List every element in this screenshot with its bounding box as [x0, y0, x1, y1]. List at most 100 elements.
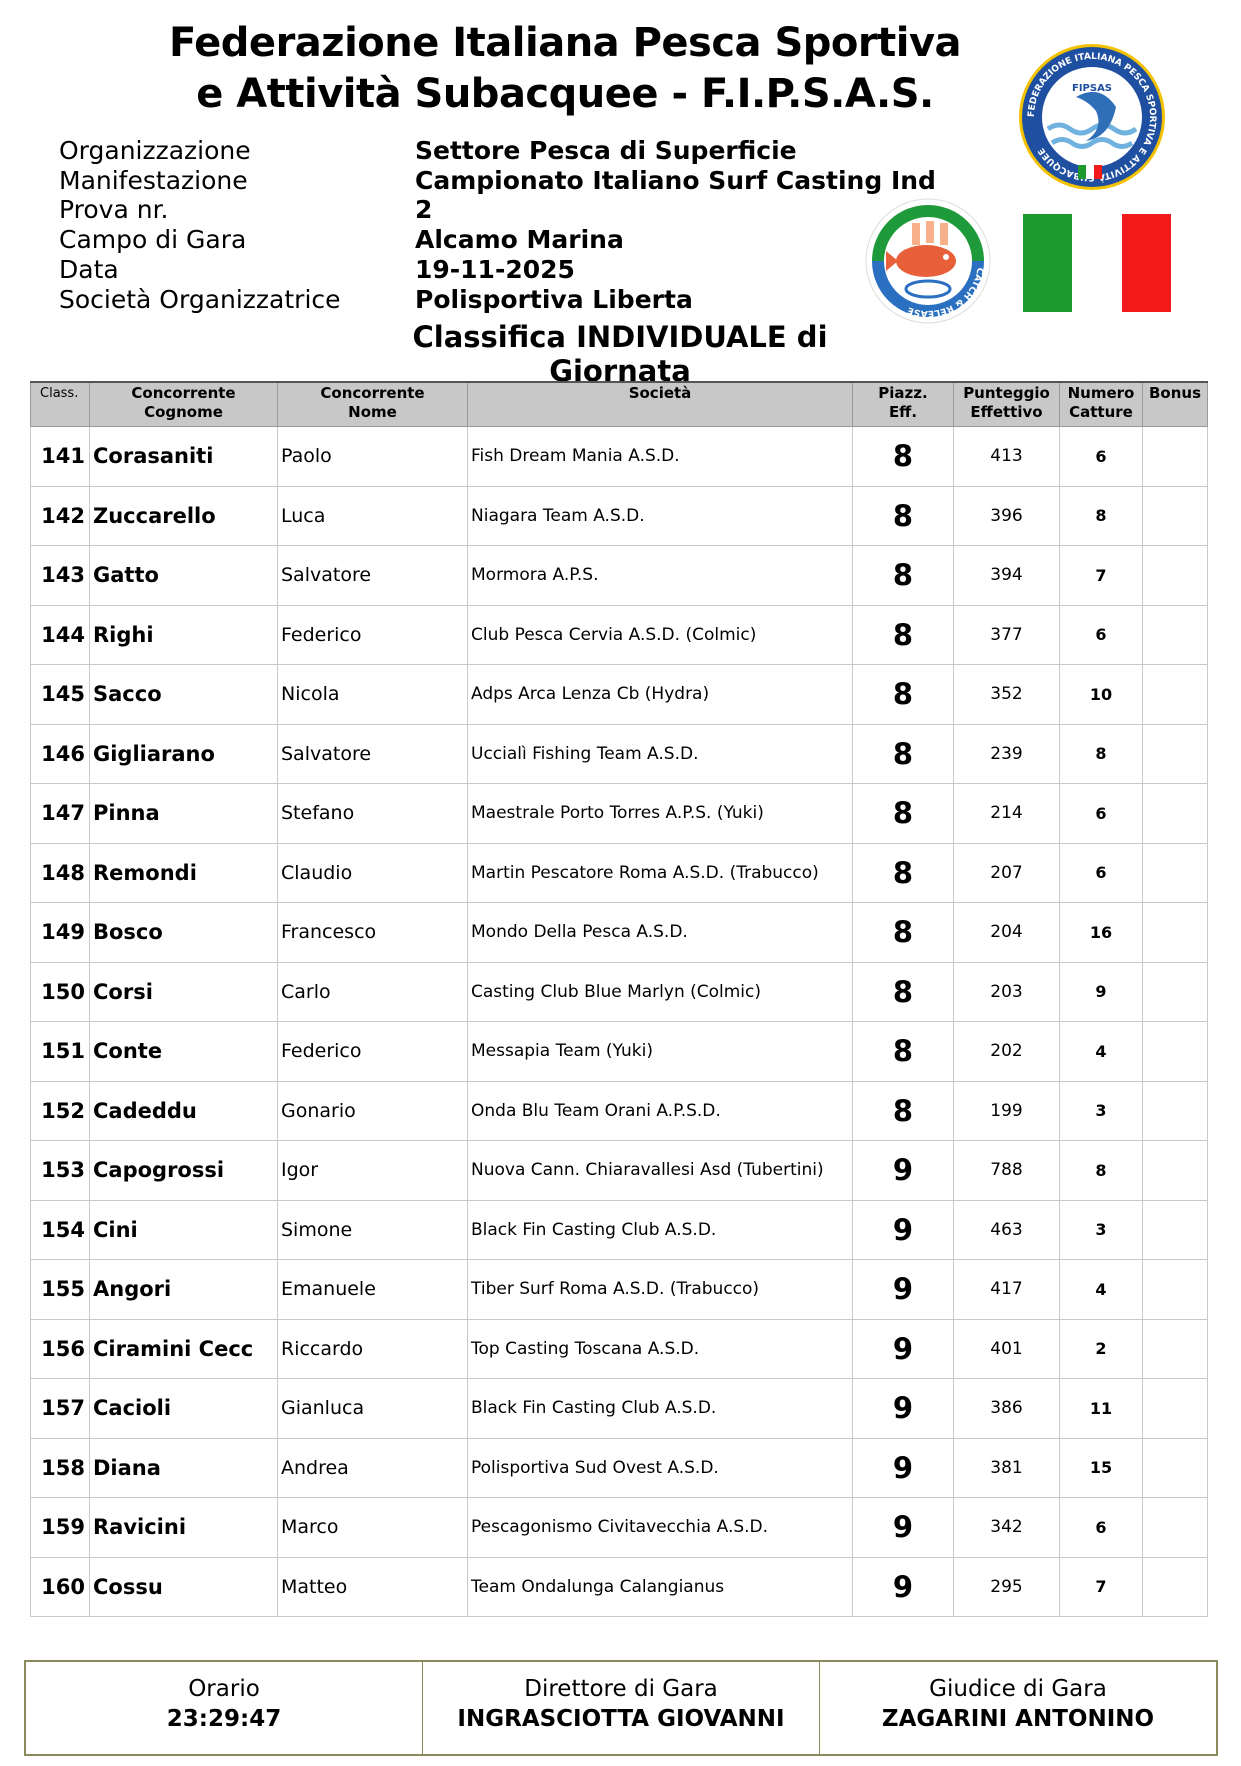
cell-bonus — [1142, 1497, 1208, 1558]
cell-cognome: Corsi — [89, 961, 278, 1022]
cell-punteggio: 207 — [953, 842, 1060, 903]
cell-bonus — [1142, 426, 1208, 487]
cell-nome: Carlo — [277, 961, 468, 1022]
cell-cognome: Ciramini Cecc — [89, 1318, 278, 1379]
cell-bonus — [1142, 723, 1208, 784]
cell-class: 141 — [30, 426, 90, 487]
cell-class: 151 — [30, 1021, 90, 1082]
cell-piazz: 9 — [852, 1140, 954, 1201]
cell-societa: Maestrale Porto Torres A.P.S. (Yuki) — [467, 783, 853, 844]
cell-nome: Claudio — [277, 842, 468, 903]
title-line-2: e Attività Subacquee - F.I.P.S.A.S. — [196, 71, 934, 117]
info-value-prova: 2 — [415, 195, 433, 224]
cell-societa: Fish Dream Mania A.S.D. — [467, 426, 853, 487]
cell-nome: Riccardo — [277, 1318, 468, 1379]
cell-class: 152 — [30, 1080, 90, 1141]
cell-societa: Black Fin Casting Club A.S.D. — [467, 1199, 853, 1260]
cell-bonus — [1142, 1318, 1208, 1379]
cell-nome: Salvatore — [277, 545, 468, 606]
cell-catture: 4 — [1059, 1021, 1143, 1082]
cell-bonus — [1142, 1199, 1208, 1260]
table-row: 146 Gigliarano Salvatore Uccialì Fishing Te… — [30, 723, 1208, 784]
cell-piazz: 8 — [852, 485, 954, 546]
cell-catture: 6 — [1059, 842, 1143, 903]
cell-societa: Club Pesca Cervia A.S.D. (Colmic) — [467, 604, 853, 665]
cell-cognome: Cini — [89, 1199, 278, 1260]
catch-release-logo: CATCH & RELEASE — [865, 198, 991, 324]
cell-cognome: Angori — [89, 1259, 278, 1320]
cell-piazz: 8 — [852, 783, 954, 844]
table-row: 155 Angori Emanuele Tiber Surf Roma A.S.D. … — [30, 1259, 1208, 1320]
cell-catture: 6 — [1059, 426, 1143, 487]
cell-societa: Casting Club Blue Marlyn (Colmic) — [467, 961, 853, 1022]
cell-nome: Federico — [277, 1021, 468, 1082]
cell-nome: Stefano — [277, 783, 468, 844]
cell-cognome: Conte — [89, 1021, 278, 1082]
col-header-catture: Numero Catture — [1059, 381, 1143, 427]
cell-societa: Tiber Surf Roma A.S.D. (Trabucco) — [467, 1259, 853, 1320]
cell-catture: 8 — [1059, 485, 1143, 546]
cell-bonus — [1142, 604, 1208, 665]
cell-punteggio: 788 — [953, 1140, 1060, 1201]
cell-punteggio: 295 — [953, 1556, 1060, 1617]
cell-punteggio: 202 — [953, 1021, 1060, 1082]
info-value-societa: Polisportiva Liberta — [415, 285, 693, 314]
cell-cognome: Cossu — [89, 1556, 278, 1617]
cell-nome: Igor — [277, 1140, 468, 1201]
cell-bonus — [1142, 1556, 1208, 1617]
col-header-nome: Concorrente Nome — [277, 381, 468, 427]
cell-societa: Nuova Cann. Chiaravallesi Asd (Tubertini… — [467, 1140, 853, 1201]
table-row: 157 Cacioli Gianluca Black Fin Casting Club… — [30, 1378, 1208, 1439]
cell-nome: Francesco — [277, 902, 468, 963]
col-header-punteggio: Punteggio Effettivo — [953, 381, 1060, 427]
cell-bonus — [1142, 1140, 1208, 1201]
cell-cognome: Pinna — [89, 783, 278, 844]
ranking-table: Class. Concorrente Cognome Concorrente Nom… — [30, 381, 1208, 1617]
info-value-campo: Alcamo Marina — [415, 225, 624, 254]
cell-class: 143 — [30, 545, 90, 606]
cell-nome: Salvatore — [277, 723, 468, 784]
table-body: 141 Corasaniti Paolo Fish Dream Mania A.S.D… — [30, 426, 1208, 1617]
cell-piazz: 8 — [852, 842, 954, 903]
cell-cognome: Cadeddu — [89, 1080, 278, 1141]
flag-red-stripe — [1121, 214, 1171, 312]
cell-class: 155 — [30, 1259, 90, 1320]
cell-catture: 15 — [1059, 1437, 1143, 1498]
footer-orario: Orario 23:29:47 — [26, 1662, 423, 1754]
cell-punteggio: 352 — [953, 664, 1060, 725]
cell-class: 158 — [30, 1437, 90, 1498]
cell-nome: Marco — [277, 1497, 468, 1558]
cell-bonus — [1142, 1021, 1208, 1082]
cell-piazz: 8 — [852, 664, 954, 725]
flag-white-stripe — [1072, 214, 1122, 312]
cell-piazz: 9 — [852, 1378, 954, 1439]
cell-class: 144 — [30, 604, 90, 665]
table-row: 148 Remondi Claudio Martin Pescatore Roma A… — [30, 842, 1208, 903]
cell-bonus — [1142, 961, 1208, 1022]
cell-punteggio: 381 — [953, 1437, 1060, 1498]
cell-cognome: Diana — [89, 1437, 278, 1498]
table-row: 156 Ciramini Cecc Riccardo Top Casting Tosc… — [30, 1318, 1208, 1379]
cell-class: 156 — [30, 1318, 90, 1379]
footer-giudice: Giudice di Gara ZAGARINI ANTONINO — [820, 1662, 1216, 1754]
cell-piazz: 9 — [852, 1437, 954, 1498]
info-label-manifestazione: Manifestazione — [59, 166, 248, 195]
cell-societa: Polisportiva Sud Ovest A.S.D. — [467, 1437, 853, 1498]
info-label-societa: Società Organizzatrice — [59, 285, 341, 314]
cell-class: 150 — [30, 961, 90, 1022]
cell-societa: Mormora A.P.S. — [467, 545, 853, 606]
cell-nome: Gianluca — [277, 1378, 468, 1439]
cell-cognome: Remondi — [89, 842, 278, 903]
cell-punteggio: 204 — [953, 902, 1060, 963]
cell-punteggio: 203 — [953, 961, 1060, 1022]
cell-piazz: 9 — [852, 1259, 954, 1320]
cell-piazz: 8 — [852, 723, 954, 784]
cell-catture: 16 — [1059, 902, 1143, 963]
cell-class: 145 — [30, 664, 90, 725]
footer-direttore: Direttore di Gara INGRASCIOTTA GIOVANNI — [423, 1662, 820, 1754]
cell-catture: 10 — [1059, 664, 1143, 725]
cell-piazz: 9 — [852, 1318, 954, 1379]
cell-class: 159 — [30, 1497, 90, 1558]
cell-piazz: 8 — [852, 1080, 954, 1141]
table-row: 144 Righi Federico Club Pesca Cervia A.S.D.… — [30, 604, 1208, 665]
